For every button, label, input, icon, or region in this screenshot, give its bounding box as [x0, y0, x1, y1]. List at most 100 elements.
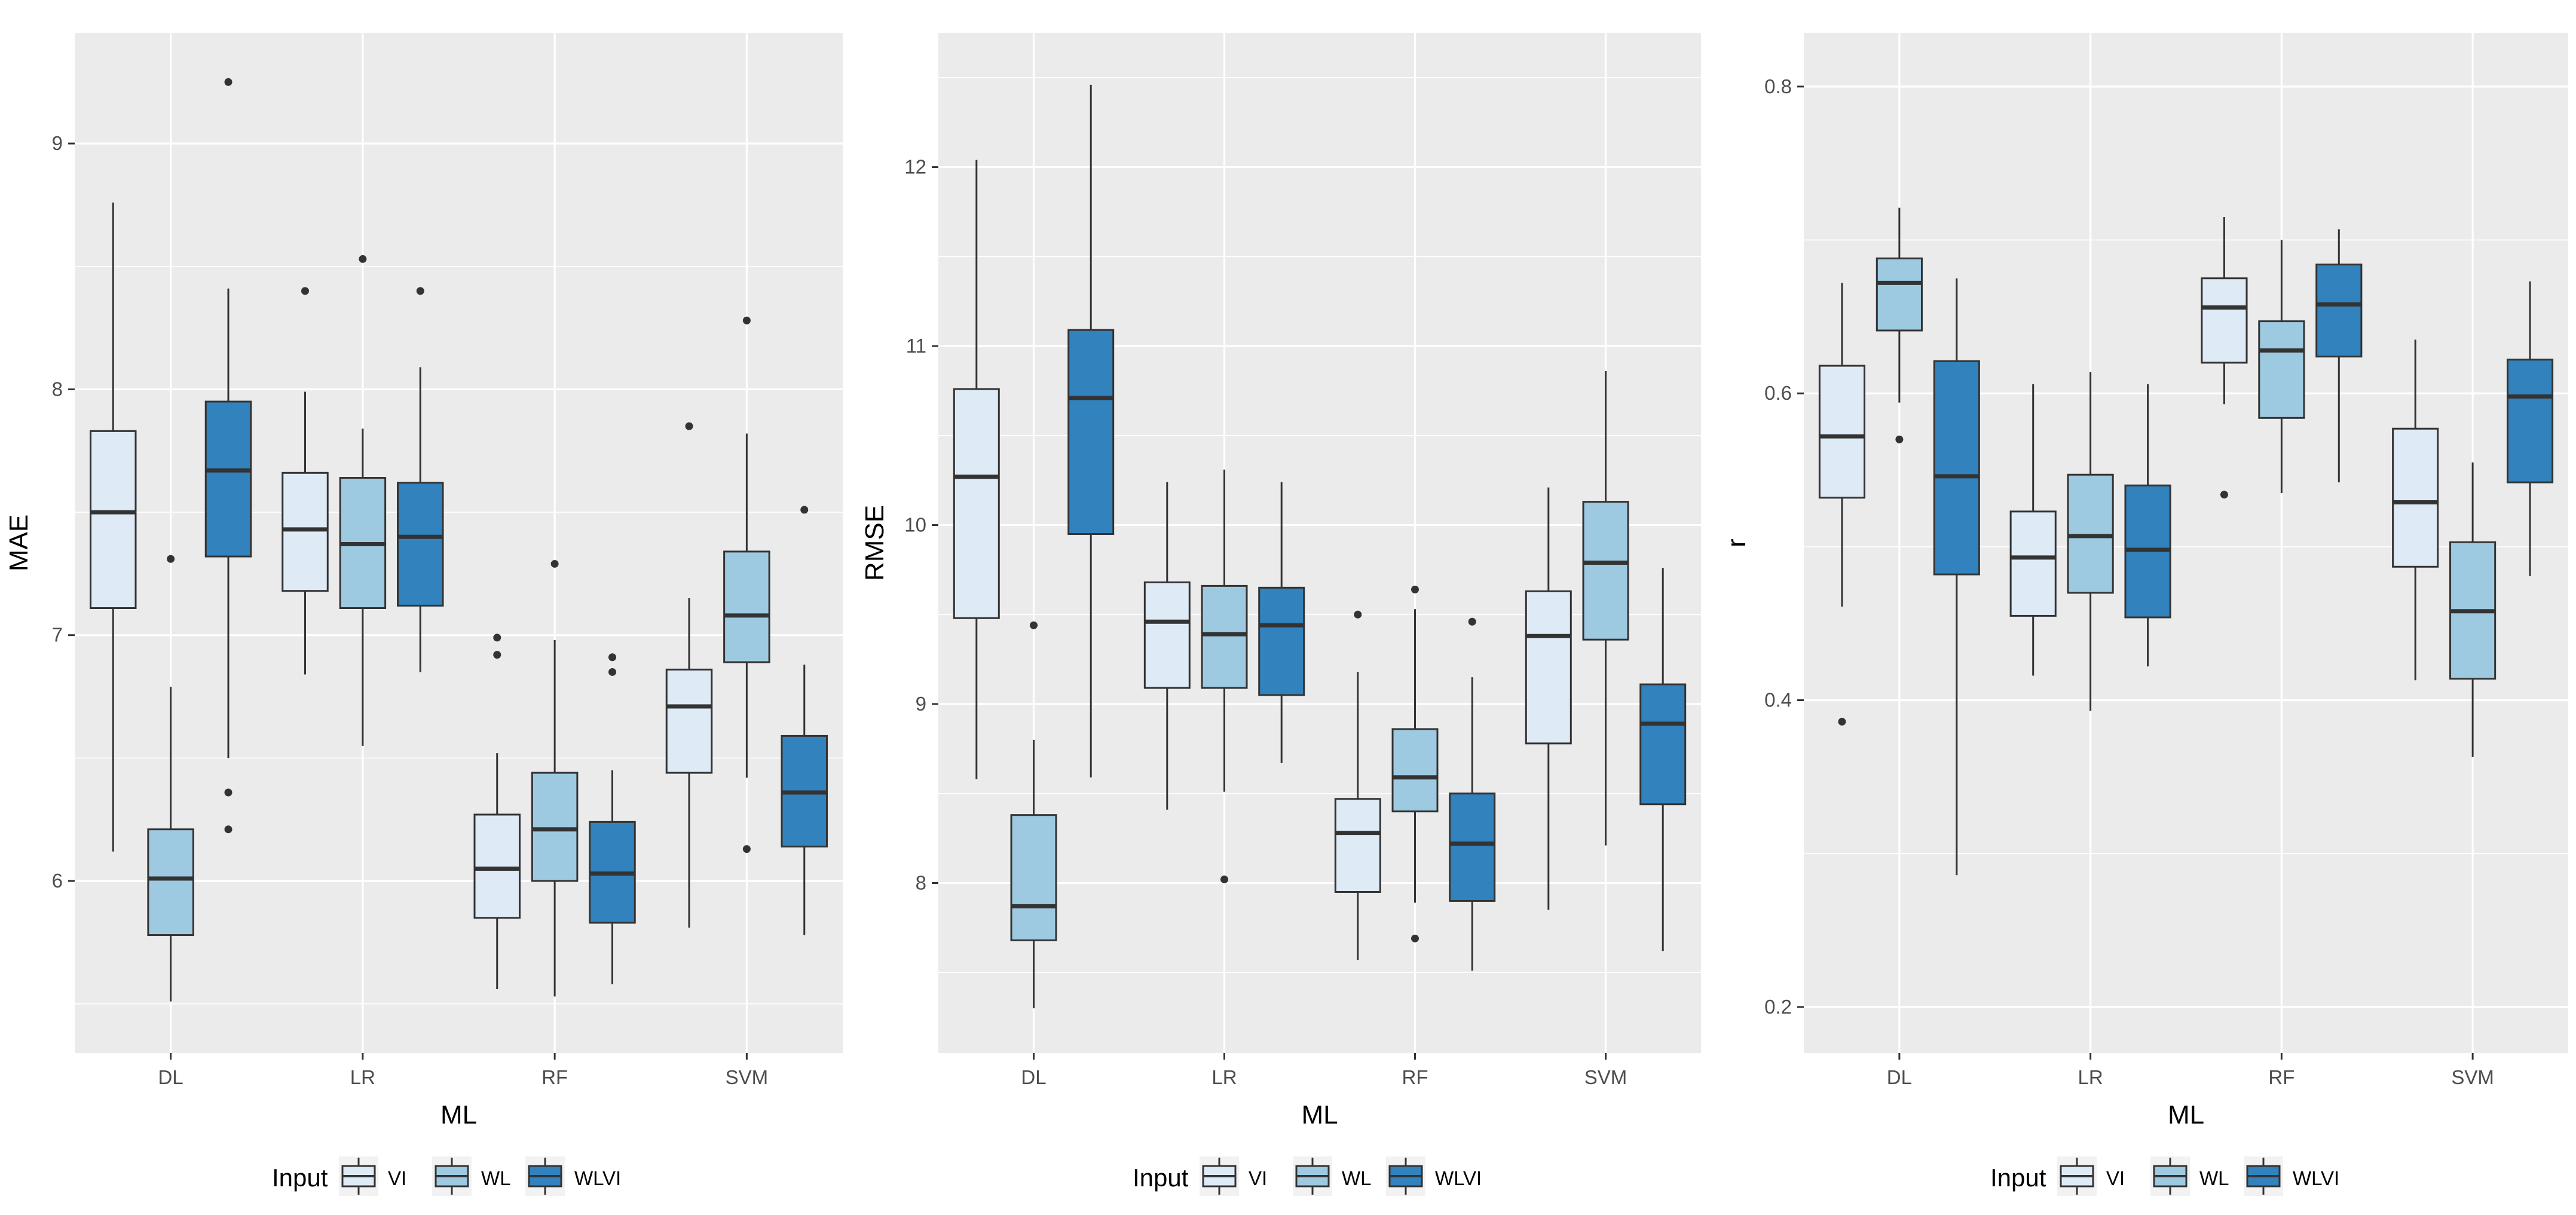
box-rf-wl: [2258, 240, 2305, 494]
plot-background: [75, 33, 843, 1053]
outlier-point: [1411, 585, 1419, 593]
y-tick-label: 8: [916, 872, 926, 894]
box-dl-wlvi: [1933, 278, 1980, 876]
outlier-point: [359, 255, 367, 263]
box-iqr: [282, 472, 329, 592]
box-iqr: [1582, 501, 1629, 641]
outlier-point: [1838, 718, 1846, 726]
outlier-point: [493, 633, 501, 642]
legend-item-wl: WL: [1293, 1156, 1372, 1196]
x-tick-label: LR: [1211, 1066, 1237, 1088]
box-svm-vi: [1525, 487, 1572, 910]
legend-label: WLVI: [2293, 1167, 2339, 1189]
legend-item-vi: VI: [1200, 1156, 1267, 1196]
box-svm-wlvi: [781, 506, 828, 935]
box-dl-wl: [1876, 207, 1923, 443]
x-tick-label: DL: [158, 1066, 183, 1088]
legend-item-wlvi: WLVI: [2244, 1156, 2339, 1196]
x-tick-label: DL: [1887, 1066, 1912, 1088]
y-tick-label: 9: [52, 132, 63, 154]
legend: Input VI WL WLVI: [272, 1156, 621, 1196]
y-tick-label: 0.2: [1764, 996, 1792, 1018]
box-iqr: [2392, 427, 2439, 568]
box-svm-vi: [2392, 339, 2439, 681]
outlier-point: [1220, 876, 1228, 884]
outlier-point: [608, 668, 616, 676]
box-rf-vi: [2201, 217, 2248, 499]
y-tick-label: 0.6: [1764, 382, 1792, 404]
legend-label: VI: [1249, 1167, 1267, 1189]
box-rf-vi: [473, 633, 521, 990]
x-tick-label: SVM: [726, 1066, 769, 1088]
x-tick-label: LR: [350, 1066, 375, 1088]
box-iqr: [2201, 277, 2248, 364]
legend-label: VI: [388, 1167, 406, 1189]
box-lr-vi: [282, 287, 329, 675]
panel-mae: 6 7 8 9 DL LR RF SVM ML MAE Input VI WL WLVI: [4, 33, 843, 1196]
x-tick-label: LR: [2078, 1066, 2103, 1088]
box-iqr: [1334, 798, 1381, 893]
x-axis-title: ML: [2168, 1100, 2204, 1130]
box-iqr: [953, 388, 1000, 619]
x-tick-label: SVM: [2451, 1066, 2494, 1088]
box-svm-wlvi: [2506, 281, 2554, 576]
box-iqr: [2067, 473, 2114, 594]
y-axis-title: MAE: [4, 515, 33, 571]
box-dl-wl: [147, 555, 194, 1002]
box-dl-wlvi: [1067, 84, 1115, 778]
box-iqr: [204, 400, 252, 558]
box-svm-vi: [665, 422, 713, 928]
box-dl-vi: [1818, 283, 1866, 726]
legend-label: WL: [1342, 1167, 1372, 1189]
plot-background: [1804, 33, 2568, 1053]
legend-label: WLVI: [1435, 1167, 1482, 1189]
y-tick-label: 0.8: [1764, 75, 1792, 97]
outlier-point: [416, 287, 424, 295]
box-iqr: [473, 813, 521, 919]
box-iqr: [1143, 581, 1191, 689]
panel-r: 0.2 0.4 0.6 0.8 DL LR RF SVM ML r Input VI WL WLVI: [1722, 33, 2568, 1196]
box-iqr: [1818, 365, 1866, 499]
box-rf-vi: [1334, 610, 1381, 960]
y-tick-label: 10: [904, 514, 926, 536]
legend-item-vi: VI: [2057, 1156, 2125, 1196]
box-dl-vi: [90, 202, 137, 852]
outlier-point: [224, 78, 232, 86]
box-dl-wlvi: [204, 78, 252, 834]
box-svm-wl: [1582, 371, 1629, 846]
box-iqr: [2258, 320, 2305, 419]
y-axis-title: r: [1722, 538, 1751, 547]
box-lr-wlvi: [1258, 482, 1305, 763]
legend-label: WL: [2199, 1167, 2229, 1189]
outlier-point: [1354, 610, 1362, 619]
legend-label: WLVI: [574, 1167, 621, 1189]
box-svm-wl: [723, 316, 770, 853]
box-iqr: [1067, 329, 1115, 535]
box-rf-wlvi: [1449, 617, 1496, 971]
y-axis-title: RMSE: [860, 505, 889, 581]
outlier-point: [167, 555, 175, 563]
box-lr-wl: [2067, 372, 2114, 711]
box-lr-wl: [1201, 469, 1248, 884]
box-iqr: [1391, 728, 1439, 813]
y-tick-label: 0.4: [1764, 689, 1792, 711]
outlier-point: [685, 422, 693, 430]
outlier-point: [1468, 617, 1476, 626]
box-rf-wl: [531, 559, 579, 997]
box-iqr: [1010, 814, 1057, 941]
outlier-point: [224, 788, 232, 797]
box-iqr: [2506, 359, 2554, 483]
box-dl-vi: [953, 160, 1000, 779]
legend-item-wl: WL: [2150, 1156, 2229, 1196]
box-iqr: [1525, 590, 1572, 745]
x-tick-label: RF: [1402, 1066, 1428, 1088]
box-rf-wl: [1391, 585, 1439, 942]
x-axis-title: ML: [440, 1100, 477, 1130]
legend-item-wlvi: WLVI: [1386, 1156, 1482, 1196]
outlier-point: [742, 845, 751, 853]
y-tick-label: 12: [904, 156, 926, 178]
x-tick-label: RF: [2268, 1066, 2294, 1088]
outlier-point: [1411, 934, 1419, 942]
outlier-point: [224, 825, 232, 834]
